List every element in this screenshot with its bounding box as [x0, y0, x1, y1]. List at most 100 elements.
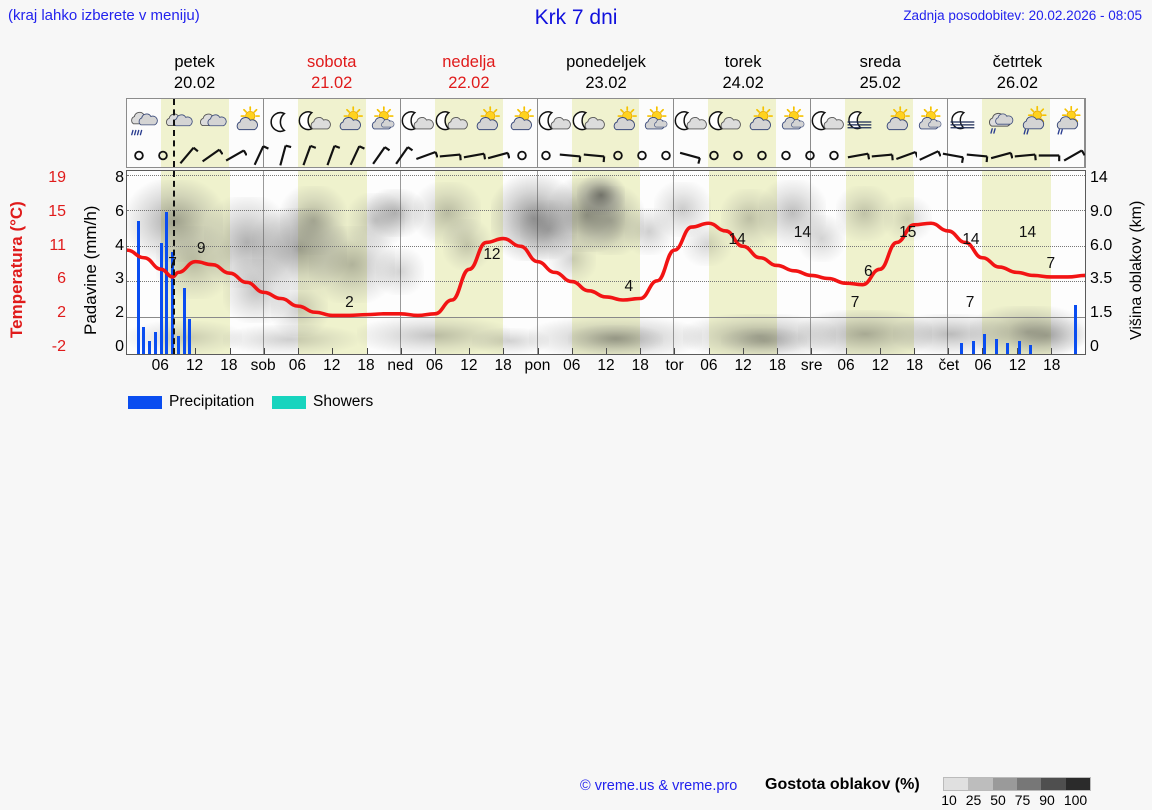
cloud-density-step-4	[1041, 778, 1065, 790]
day-date: 20.02	[126, 73, 263, 94]
wind-barb-10	[367, 143, 391, 168]
precip-ticks-2: 4	[84, 238, 124, 254]
current-time-marker	[173, 171, 175, 354]
rain-icon	[127, 100, 161, 144]
wind-barb-0	[127, 143, 151, 168]
sun-cloud-light-icon	[366, 100, 400, 144]
moon-icon	[264, 100, 298, 144]
precip-ticks-0: 8	[84, 170, 124, 186]
wind-barb-26	[750, 143, 774, 168]
wind-barb-5	[247, 143, 271, 168]
precip-ticks-4: 2	[84, 305, 124, 321]
cloud-ticks-5: 0	[1090, 339, 1130, 355]
temperature-label-8: 7	[1046, 255, 1055, 273]
cloud-density-legend-title: Gostota oblakov (%)	[765, 776, 920, 794]
cloud-density-step-0	[944, 778, 968, 790]
temperature-label-extra-4: 14	[1019, 224, 1036, 242]
wind-barb-33	[917, 143, 941, 168]
showers-swatch	[272, 396, 306, 409]
sun-cloud-light-icon	[776, 100, 810, 144]
precip-ticks-5: 0	[84, 339, 124, 355]
last-update-label: Zadnja posodobitev: 20.02.2026 - 08:05	[903, 8, 1142, 23]
cloud-ticks-3: 3.5	[1090, 271, 1130, 287]
wind-barb-4	[223, 143, 247, 168]
cloud-ticks-4: 1.5	[1090, 305, 1130, 321]
moon-cloud-icon	[572, 100, 606, 144]
wind-barb-13	[438, 143, 462, 168]
legend-showers: Showers	[272, 393, 373, 411]
precip-ticks-1: 6	[84, 204, 124, 220]
cloud-icon	[161, 100, 195, 144]
x-label-17: 12	[735, 357, 752, 375]
copyright-link[interactable]: © vreme.us & vreme.pro	[580, 778, 737, 794]
cloud-density-step-5	[1066, 778, 1090, 790]
fog-moon-icon	[948, 100, 982, 144]
temperature-label-extra-3: 7	[966, 294, 975, 312]
x-label-1: 12	[186, 357, 203, 375]
temp-ticks-1: 15	[26, 204, 66, 220]
legend-precipitation: Precipitation	[128, 393, 254, 411]
temperature-label-4: 4	[624, 278, 633, 296]
wind-barb-27	[774, 143, 798, 168]
x-label-22: 18	[906, 357, 923, 375]
day-name: petek	[126, 52, 263, 73]
cloud-density-label-3: 75	[1015, 792, 1031, 808]
chart-legend: Precipitation Showers © vreme.us & vreme…	[0, 386, 1152, 426]
wind-barb-8	[319, 143, 343, 168]
precipitation-swatch	[128, 396, 162, 409]
wind-barb-17	[534, 143, 558, 168]
moon-cloud-icon	[708, 100, 742, 144]
x-label-14: 18	[632, 357, 649, 375]
x-label-8: 06	[426, 357, 443, 375]
temperature-label-extra-2: 15	[899, 224, 916, 242]
cloud-ticks-0: 14	[1090, 170, 1130, 186]
x-label-0: 06	[152, 357, 169, 375]
wind-barb-22	[654, 143, 678, 168]
legend-precipitation-label: Precipitation	[169, 393, 254, 411]
wind-barb-25	[726, 143, 750, 168]
temperature-label-1: 9	[197, 240, 206, 258]
cloud-density-label-4: 90	[1039, 792, 1055, 808]
wind-barb-row	[127, 143, 1085, 168]
day-date: 23.02	[537, 73, 674, 94]
wind-barb-21	[630, 143, 654, 168]
sun-cloud-icon	[879, 100, 913, 144]
day-name: ponedeljek	[537, 52, 674, 73]
page-title: Krk 7 dni	[0, 20, 1152, 44]
day-date: 22.02	[400, 73, 537, 94]
cloud-icon	[195, 100, 229, 144]
day-name: četrtek	[949, 52, 1086, 73]
temperature-curve	[127, 171, 1085, 354]
sun-cloud-icon	[229, 100, 263, 144]
x-label-10: 18	[495, 357, 512, 375]
x-label-4: 06	[289, 357, 306, 375]
wind-barb-32	[894, 143, 918, 168]
sun-cloud-icon	[503, 100, 537, 144]
day-name: torek	[675, 52, 812, 73]
weather-icon-wind-strip	[126, 98, 1086, 168]
legend-showers-label: Showers	[313, 393, 373, 411]
cloud-ticks-2: 6.0	[1090, 238, 1130, 254]
x-label-20: 06	[837, 357, 854, 375]
sun-cloud-icon	[332, 100, 366, 144]
sun-cloud-light-icon	[913, 100, 947, 144]
x-label-18: 18	[769, 357, 786, 375]
moon-cloud-icon	[401, 100, 435, 144]
cloud-density-label-0: 10	[941, 792, 957, 808]
x-label-12: 06	[563, 357, 580, 375]
x-label-25: 12	[1009, 357, 1026, 375]
wind-barb-35	[965, 143, 989, 168]
day-date: 24.02	[675, 73, 812, 94]
x-label-15: tor	[666, 357, 684, 375]
day-name: sobota	[263, 52, 400, 73]
temperature-label-3: 12	[483, 246, 500, 264]
x-label-24: 06	[975, 357, 992, 375]
sun-drizzle-icon	[1016, 100, 1050, 144]
wind-barb-39	[1061, 143, 1085, 168]
wind-barb-12	[414, 143, 438, 168]
